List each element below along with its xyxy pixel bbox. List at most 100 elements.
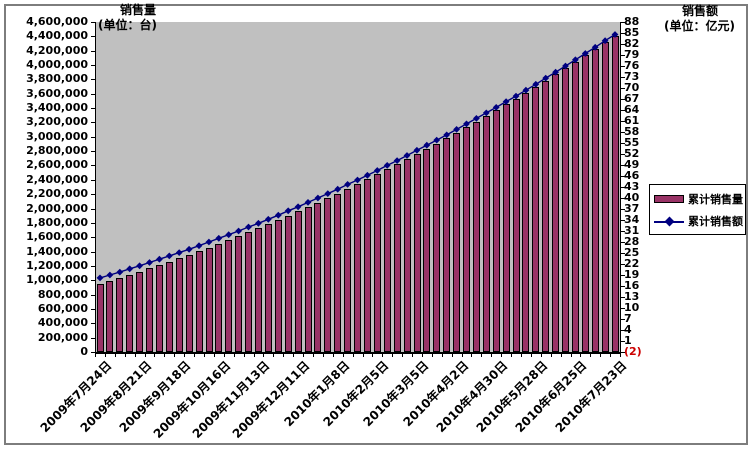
x-tick (95, 354, 96, 357)
x-tick (283, 354, 285, 357)
bar (116, 277, 124, 352)
x-tick (481, 354, 483, 357)
y-right-tick (620, 154, 625, 155)
bar (443, 138, 451, 352)
y-left-tick (91, 309, 95, 310)
bar (235, 236, 243, 352)
y-left-tick (91, 338, 95, 339)
bar (225, 240, 233, 352)
y-right-tick (620, 319, 625, 320)
bar (482, 116, 490, 352)
x-tick (402, 354, 404, 357)
bar (255, 228, 262, 352)
x-tick (461, 354, 463, 357)
y-left-tick (91, 266, 95, 267)
y-right-tick (620, 231, 625, 232)
y-right-tick-label: 79 (624, 48, 640, 61)
y-right-tick (620, 264, 625, 265)
legend-line-swatch-icon (654, 216, 684, 226)
bar (383, 169, 391, 352)
y-right-tick-label: 61 (624, 114, 640, 127)
y-left-tick (91, 108, 95, 109)
bar (294, 211, 302, 352)
bar (185, 254, 193, 352)
bar (155, 265, 163, 352)
bar (264, 224, 272, 352)
y-right-tick-label: 88 (624, 15, 640, 28)
y-right-tick (620, 209, 625, 210)
x-tick (293, 354, 295, 357)
bar (453, 132, 461, 352)
y-right-tick (620, 198, 625, 199)
x-tick (570, 354, 572, 357)
x-tick (530, 354, 532, 357)
bar (373, 174, 381, 352)
y-right-tick-label: 10 (624, 301, 640, 314)
y-right-tick (620, 253, 625, 254)
bar (463, 127, 470, 352)
y-left-tick-label: 3,400,000 (26, 101, 88, 115)
y-right-tick (620, 33, 625, 34)
bar (106, 280, 114, 352)
y-right-tick-label: 58 (624, 125, 640, 138)
y-right-tick (620, 341, 625, 342)
y-right-tick (620, 286, 625, 287)
y-left-tick-label: 3,000,000 (26, 129, 88, 143)
bar (393, 164, 401, 352)
y-left-tick-label: 3,800,000 (26, 72, 88, 86)
legend-label-amount: 累计销售额 (688, 215, 743, 228)
bar (403, 159, 411, 352)
x-tick (184, 354, 186, 357)
y-right-tick (620, 132, 625, 133)
x-tick (451, 354, 453, 357)
y-left-tick-label: 800,000 (37, 287, 88, 301)
x-tick (114, 354, 116, 357)
y-left-tick (91, 237, 95, 238)
x-tick (134, 354, 136, 357)
y-right-tick-label: 76 (624, 59, 640, 72)
y-right-tick (620, 176, 625, 177)
legend-label-volume: 累计销售量 (688, 193, 743, 206)
y-left-tick (91, 51, 95, 52)
x-tick (144, 354, 146, 357)
y-left-tick (91, 295, 95, 296)
x-tick (164, 354, 166, 357)
x-tick (382, 354, 384, 357)
y-right-tick-label: 28 (624, 235, 640, 248)
y-left-tick (91, 252, 95, 253)
y-right-tick (620, 66, 625, 67)
y-left-tick (91, 151, 95, 152)
y-left-tick-label: 3,600,000 (26, 86, 88, 100)
y-left-tick-label: 2,400,000 (26, 172, 88, 186)
x-tick (263, 354, 265, 357)
x-tick (590, 354, 592, 357)
left-axis-title: 销售量 (120, 3, 157, 17)
y-right-tick (620, 55, 625, 56)
bar (284, 215, 292, 352)
x-tick (491, 354, 493, 357)
bar (136, 271, 144, 352)
y-right-tick (620, 308, 625, 309)
x-tick (213, 354, 215, 357)
bar (314, 202, 322, 352)
left-axis-line (95, 22, 96, 353)
y-left-tick-label: 200,000 (37, 330, 88, 344)
y-right-tick (620, 220, 625, 221)
y-left-tick-label: 1,800,000 (26, 215, 88, 229)
y-right-tick (620, 275, 625, 276)
y-left-tick (91, 94, 95, 95)
x-tick (520, 354, 522, 357)
bar (354, 184, 361, 352)
y-right-tick-label: 37 (624, 202, 640, 215)
y-left-tick (91, 36, 95, 37)
bar (96, 283, 104, 352)
y-left-tick-label: 400,000 (37, 316, 88, 330)
x-tick (104, 354, 106, 357)
y-right-tick-label: 67 (624, 92, 640, 105)
x-axis-line (95, 352, 621, 354)
bar (215, 243, 223, 352)
y-left-tick-label: 4,000,000 (26, 58, 88, 72)
left-axis-title-block: 销售量 (单位：台) (98, 3, 157, 33)
bar (274, 219, 282, 352)
